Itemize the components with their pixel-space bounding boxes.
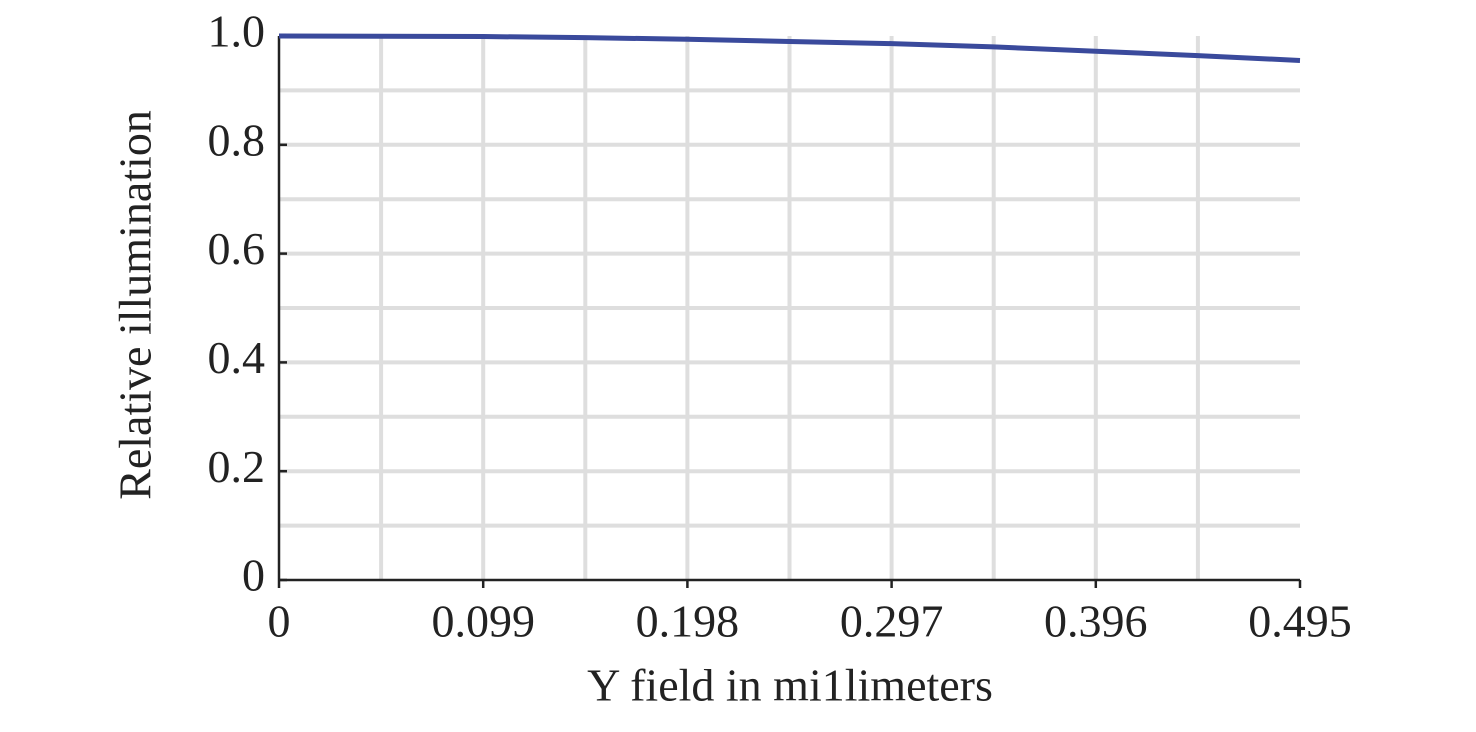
- y-tick-label: 0.4: [208, 332, 266, 383]
- y-axis-label: Relative illumination: [110, 110, 161, 500]
- x-tick-label: 0.495: [1248, 596, 1352, 647]
- x-tick-label: 0.396: [1044, 596, 1148, 647]
- x-tick-label: 0.198: [636, 596, 740, 647]
- data-line: [278, 33, 1301, 63]
- y-tick-label: 0.2: [208, 441, 266, 492]
- y-tick-label: 0.8: [208, 114, 266, 165]
- x-axis-label: Y field in mi1limeters: [587, 660, 993, 711]
- x-tick-label: 0.297: [840, 596, 944, 647]
- x-tick-label: 0: [268, 596, 291, 647]
- y-tick-label: 1.0: [208, 6, 266, 57]
- y-tick-label: 0.6: [208, 223, 266, 274]
- y-tick-label: 0: [242, 550, 265, 601]
- x-tick-label: 0.099: [431, 596, 535, 647]
